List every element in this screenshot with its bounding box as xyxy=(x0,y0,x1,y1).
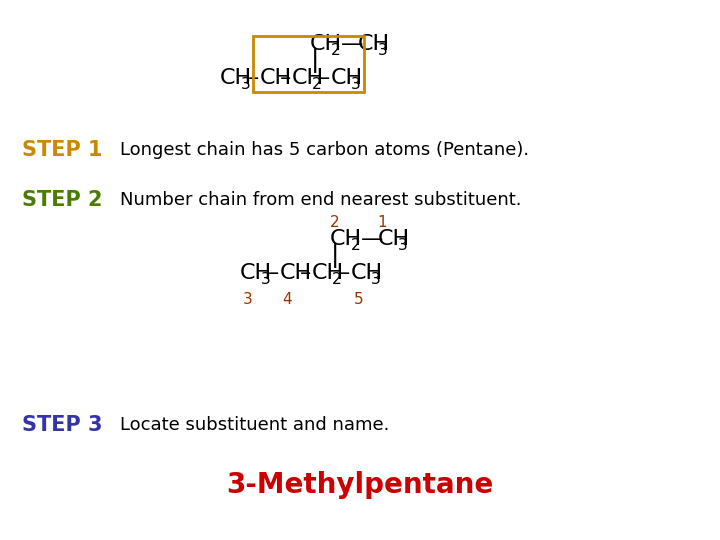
Text: 1: 1 xyxy=(377,214,387,230)
Text: STEP 3: STEP 3 xyxy=(22,415,102,435)
Text: CH: CH xyxy=(259,68,292,87)
Text: –: – xyxy=(268,262,279,282)
Text: CH: CH xyxy=(220,68,252,87)
Text: CH: CH xyxy=(311,262,343,282)
Text: Number chain from end nearest substituent.: Number chain from end nearest substituen… xyxy=(120,191,521,209)
Text: –: – xyxy=(280,68,291,87)
Text: 2: 2 xyxy=(312,77,322,92)
Text: 3: 3 xyxy=(398,238,408,253)
Text: STEP 2: STEP 2 xyxy=(22,190,102,210)
Text: CH: CH xyxy=(240,262,272,282)
Text: 2: 2 xyxy=(330,214,340,230)
Text: CH: CH xyxy=(357,34,390,54)
Text: Locate substituent and name.: Locate substituent and name. xyxy=(120,416,390,434)
Text: —: — xyxy=(361,229,383,249)
Text: 2: 2 xyxy=(351,238,360,253)
Text: 3: 3 xyxy=(261,272,270,287)
Text: CH: CH xyxy=(292,68,323,87)
Text: CH: CH xyxy=(351,262,383,282)
Text: —: — xyxy=(341,34,363,54)
Text: –: – xyxy=(339,262,351,282)
Bar xyxy=(253,36,364,92)
Text: –: – xyxy=(300,262,311,282)
Text: CH: CH xyxy=(330,68,363,87)
Text: CH: CH xyxy=(377,229,410,249)
Text: Longest chain has 5 carbon atoms (Pentane).: Longest chain has 5 carbon atoms (Pentan… xyxy=(120,141,529,159)
Text: –: – xyxy=(248,68,259,87)
Text: 3-Methylpentane: 3-Methylpentane xyxy=(226,471,494,499)
Text: 4: 4 xyxy=(282,292,292,307)
Text: 3: 3 xyxy=(371,272,381,287)
Text: CH: CH xyxy=(279,262,312,282)
Text: |: | xyxy=(311,48,319,73)
Text: STEP 1: STEP 1 xyxy=(22,140,102,160)
Text: 3: 3 xyxy=(378,43,387,58)
Text: 2: 2 xyxy=(332,272,341,287)
Text: –: – xyxy=(319,68,330,87)
Text: 3: 3 xyxy=(351,77,361,92)
Text: CH: CH xyxy=(310,34,342,54)
Text: 3: 3 xyxy=(240,77,251,92)
Text: 2: 2 xyxy=(330,43,341,58)
Text: 3: 3 xyxy=(243,292,253,307)
Text: 5: 5 xyxy=(354,292,364,307)
Text: CH: CH xyxy=(330,229,362,249)
Text: |: | xyxy=(331,243,339,268)
